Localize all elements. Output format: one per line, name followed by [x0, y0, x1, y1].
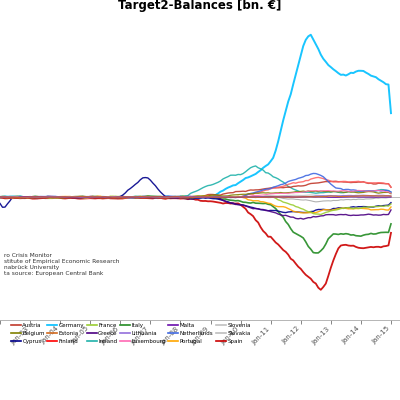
Text: ro Crisis Monitor
stitute of Empirical Economic Research
nabrück University
ta s: ro Crisis Monitor stitute of Empirical E… [4, 253, 119, 276]
Title: Target2-Balances [bn. €]: Target2-Balances [bn. €] [118, 0, 282, 12]
Legend: Austria, Belgium, Cyprus, Germany, Estonia, Finland, France, Greece, Ireland, It: Austria, Belgium, Cyprus, Germany, Eston… [11, 323, 251, 344]
